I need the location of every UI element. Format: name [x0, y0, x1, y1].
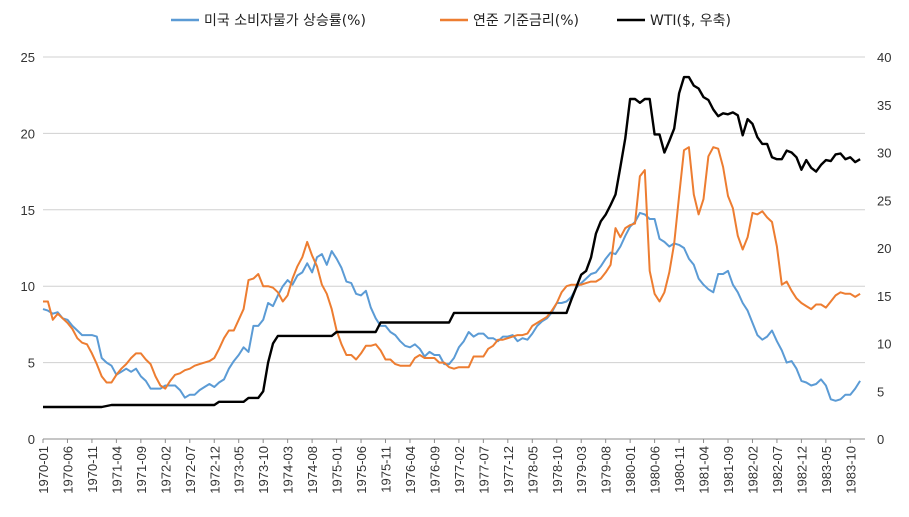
right-tick-label: 30: [877, 146, 891, 161]
x-tick-label: 1972-02: [158, 446, 173, 494]
right-tick-label: 10: [877, 337, 891, 352]
x-tick-label: 1970-01: [36, 446, 51, 494]
left-tick-label: 25: [21, 50, 35, 65]
right-tick-label: 35: [877, 98, 891, 113]
left-tick-label: 5: [28, 356, 35, 371]
series-line: [43, 146, 861, 390]
legend-label: WTI($, 우축): [650, 13, 731, 29]
x-tick-label: 1978-10: [550, 446, 565, 494]
right-tick-label: 5: [877, 384, 884, 399]
x-tick-label: 1971-09: [134, 446, 149, 494]
x-tick-label: 1983-05: [819, 446, 834, 494]
right-tick-label: 20: [877, 241, 891, 256]
left-tick-label: 15: [21, 203, 35, 218]
x-tick-label: 1977-12: [501, 446, 516, 494]
x-tick-label: 1982-07: [770, 446, 785, 494]
right-tick-label: 25: [877, 193, 891, 208]
x-tick-label: 1978-05: [525, 446, 540, 494]
x-tick-label: 1982-02: [745, 446, 760, 494]
x-tick-label: 1974-03: [281, 446, 296, 494]
x-tick-label: 1980-06: [648, 446, 663, 494]
x-tick-label: 1980-11: [672, 446, 687, 493]
x-tick-label: 1982-12: [794, 446, 809, 494]
x-tick-label: 1972-12: [207, 446, 222, 494]
left-tick-label: 20: [21, 126, 35, 141]
x-tick-label: 1971-04: [109, 446, 124, 494]
chart-legend: 미국 소비자물가 상승률(%) 연준 기준금리(%) WTI($, 우축): [171, 13, 731, 29]
x-tick-label: 1975-06: [354, 446, 369, 494]
x-tick-label: 1981-04: [697, 446, 712, 494]
series-lines: [42, 75, 861, 409]
legend-label: 미국 소비자물가 상승률(%): [204, 13, 366, 29]
x-tick-label: 1973-10: [256, 446, 271, 494]
series-line: [43, 75, 861, 409]
left-tick-label: 0: [28, 432, 35, 447]
x-tick-label: 1979-08: [599, 446, 614, 494]
x-tick-label: 1980-01: [623, 446, 638, 494]
right-tick-label: 40: [877, 50, 891, 65]
x-tick-label: 1976-09: [427, 446, 442, 494]
x-tick-label: 1970-11: [85, 446, 100, 493]
x-tick-label: 1979-03: [574, 446, 589, 494]
x-tick-label: 1981-09: [721, 446, 736, 494]
x-axis: 1970-01 1970-06 1970-11 1971-04 1971-09 1972-…: [36, 439, 858, 494]
legend-label: 연준 기준금리(%): [473, 13, 579, 29]
x-tick-label: 1977-02: [452, 446, 467, 494]
x-tick-label: 1974-08: [305, 446, 320, 494]
left-tick-label: 10: [21, 279, 35, 294]
x-tick-label: 1970-06: [60, 446, 75, 494]
series-line: [42, 211, 861, 402]
left-y-axis: 0 5 10 15 20 25: [21, 50, 35, 447]
x-tick-label: 1975-11: [379, 446, 394, 493]
right-y-axis: 0 5 10 15 20 25 30 35 40: [877, 50, 891, 447]
x-tick-label: 1975-01: [330, 446, 345, 494]
gridlines: [43, 56, 865, 440]
x-tick-label: 1983-10: [843, 446, 858, 494]
x-tick-label: 1972-07: [183, 446, 198, 494]
right-tick-label: 0: [877, 432, 884, 447]
x-tick-label: 1973-05: [232, 446, 247, 494]
x-tick-label: 1976-04: [403, 446, 418, 494]
right-tick-label: 15: [877, 289, 891, 304]
x-tick-label: 1977-07: [476, 446, 491, 494]
